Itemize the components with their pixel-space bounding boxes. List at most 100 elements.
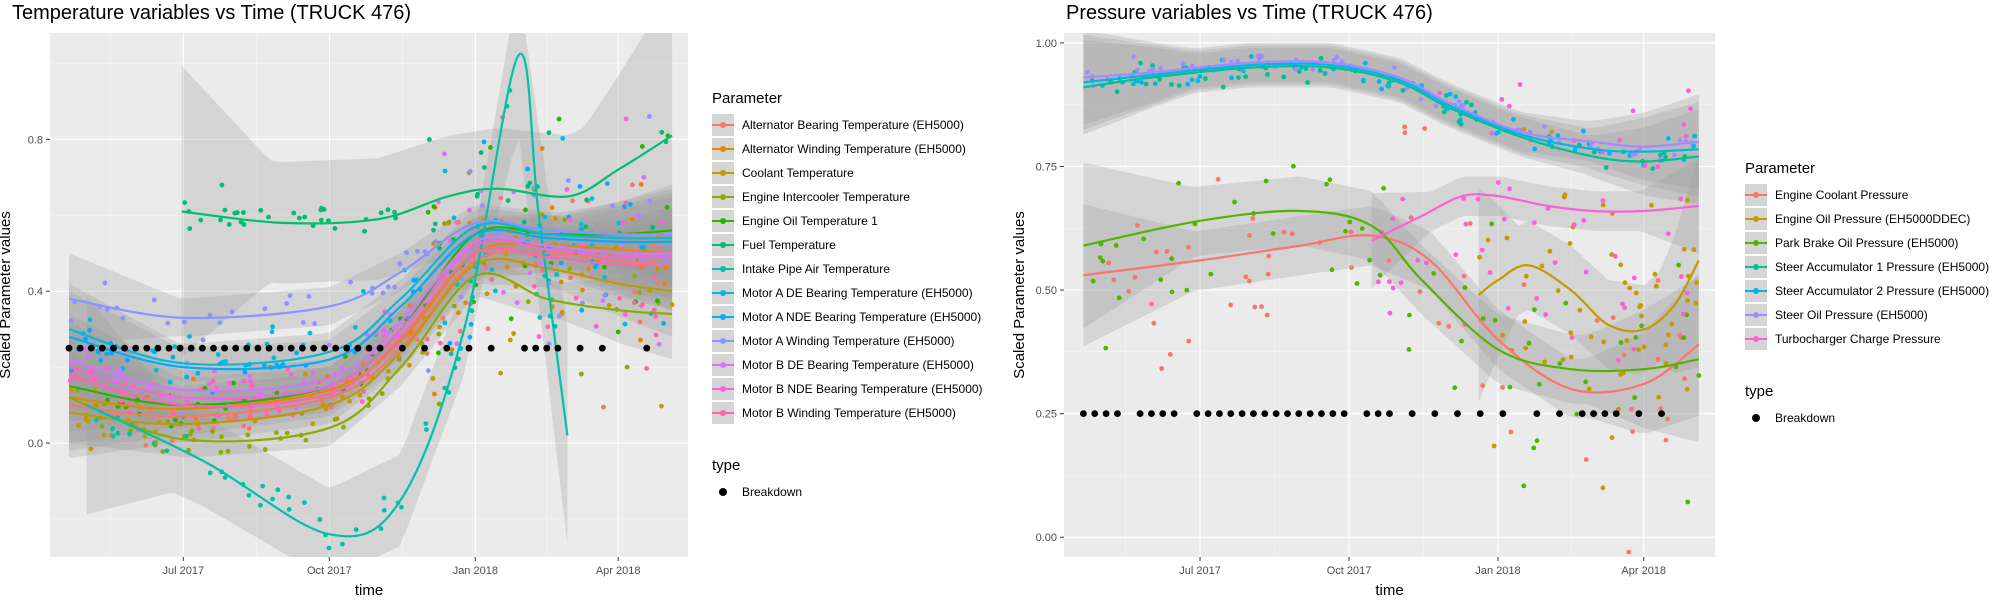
data-point [248, 414, 253, 420]
data-point [1469, 102, 1474, 108]
data-point [632, 289, 637, 295]
data-point [1169, 82, 1174, 87]
data-point [1583, 457, 1589, 462]
data-point [242, 369, 248, 375]
data-point [193, 416, 199, 421]
data-point [449, 347, 455, 352]
data-point [262, 447, 268, 452]
data-point [1189, 77, 1195, 83]
data-point [67, 378, 73, 383]
data-point [669, 302, 675, 308]
data-point [219, 182, 225, 188]
data-point [378, 210, 384, 216]
data-point [430, 376, 436, 381]
breakdown-point [87, 344, 95, 352]
data-point [538, 261, 544, 266]
data-point [1305, 80, 1310, 85]
data-point [187, 226, 193, 231]
data-point [83, 336, 88, 342]
data-point [385, 207, 391, 213]
data-point [105, 397, 110, 403]
series-line [1371, 193, 1699, 242]
legend-key-icon [712, 114, 734, 136]
data-point [1567, 241, 1573, 246]
data-point [1652, 271, 1658, 277]
data-point [1106, 260, 1112, 266]
legend-item: Motor A Winding Temperature (EH5000) [712, 329, 983, 353]
data-point [1132, 274, 1138, 280]
data-point [1521, 483, 1527, 489]
data-point [638, 181, 644, 187]
data-point [85, 352, 91, 358]
data-point [542, 214, 548, 220]
data-point [184, 433, 189, 439]
data-point [442, 221, 447, 226]
data-point [1592, 149, 1597, 155]
data-point [1682, 376, 1687, 382]
data-point [1696, 373, 1702, 378]
breakdown-point [598, 344, 606, 352]
data-point [661, 320, 666, 326]
data-point [232, 210, 238, 216]
legend-key-icon [712, 138, 734, 160]
x-tick-label: Apr 2018 [1621, 565, 1666, 577]
breakdown-point [176, 344, 184, 352]
data-point [425, 368, 431, 373]
data-point [1180, 61, 1186, 67]
data-point [1208, 271, 1214, 277]
legend-item: Motor B NDE Bearing Temperature (EH5000) [712, 377, 983, 401]
data-point [1255, 53, 1261, 59]
data-point [347, 398, 352, 404]
data-point [182, 200, 188, 206]
data-point [1480, 383, 1486, 389]
series-line [1083, 62, 1699, 153]
data-point [634, 213, 640, 218]
data-point [622, 321, 628, 327]
data-point [293, 405, 299, 411]
data-point [310, 370, 316, 375]
data-point [226, 222, 232, 227]
breakdown-point [1080, 410, 1087, 418]
data-point [271, 355, 277, 361]
data-point [1622, 280, 1628, 285]
data-point [1203, 76, 1208, 81]
data-point [210, 429, 215, 434]
data-point [284, 430, 290, 436]
data-point [525, 183, 531, 189]
data-point [442, 151, 447, 157]
series-line [181, 134, 673, 225]
x-tick-label: Oct 2017 [307, 565, 352, 577]
breakdown-point [198, 344, 206, 352]
data-point [489, 267, 495, 272]
data-point [306, 294, 312, 299]
data-point [69, 387, 74, 393]
data-point [447, 238, 453, 244]
data-point [385, 284, 391, 290]
data-point [1499, 97, 1505, 102]
data-point [567, 217, 573, 223]
breakdown-key-icon [712, 481, 734, 503]
data-point [448, 351, 454, 357]
data-point [1487, 270, 1493, 275]
data-point [379, 391, 385, 396]
breakdown-point [1601, 410, 1609, 418]
data-point [1154, 249, 1159, 255]
data-point [1624, 338, 1630, 343]
data-point [579, 307, 585, 313]
data-point [260, 483, 266, 489]
breakdown-point [76, 344, 84, 352]
data-point [580, 241, 585, 247]
breakdown-point [1295, 410, 1303, 418]
data-point [545, 324, 551, 330]
data-point [1114, 89, 1120, 95]
data-point [218, 449, 224, 455]
data-point [1560, 357, 1566, 363]
data-point [583, 224, 589, 230]
data-point [1500, 385, 1505, 390]
data-point [644, 366, 649, 371]
data-point [651, 307, 657, 313]
data-point [560, 136, 566, 141]
data-point [1680, 311, 1686, 317]
plot-area [65, 33, 675, 557]
data-point [480, 203, 485, 208]
